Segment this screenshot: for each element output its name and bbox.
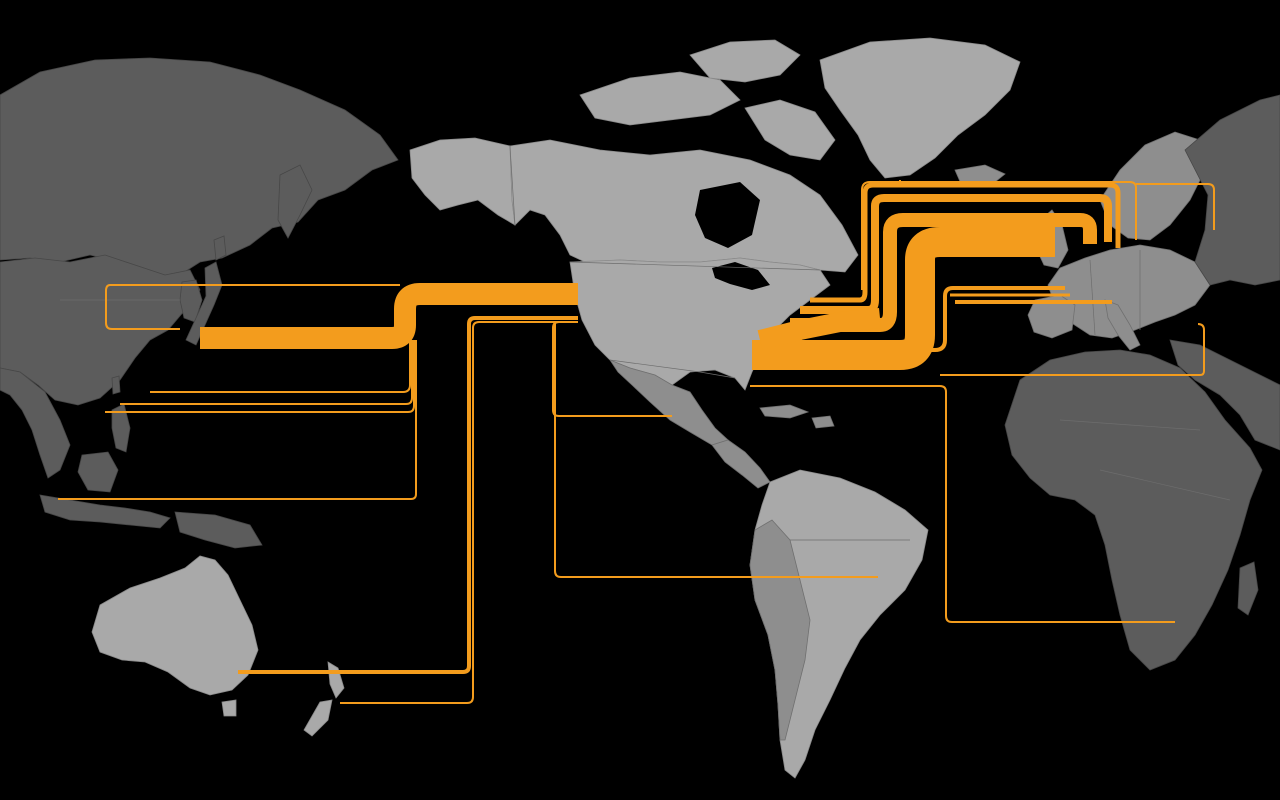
region-southeast-asia [0,367,71,479]
region-baffin [744,99,836,161]
flow-finland [1136,183,1215,230]
region-iberia [1027,294,1076,339]
region-china [0,254,201,406]
flow-norway [810,182,1121,303]
alaska-canada-border [509,145,516,226]
region-canada [509,139,859,273]
hudson-bay [695,182,760,248]
region-greenland [819,37,1021,179]
flow-new-zealand [340,321,578,704]
region-new-guinea [174,511,263,549]
flow-netherlands [800,194,1112,314]
flow-indonesia [58,340,417,500]
europe-border-1 [1089,259,1096,336]
region-madagascar [1237,561,1259,616]
region-kamchatka [277,164,313,239]
region-tasmania [221,699,237,717]
region-central-america [711,439,771,489]
flow-taiwan [120,340,413,405]
region-new-zealand-south [303,699,333,737]
us-canada-border [569,261,821,271]
region-arctic-islands-1 [579,71,741,126]
region-alaska [409,137,516,226]
region-hispaniola [811,415,835,429]
region-andes-west [749,519,811,741]
africa-border-2 [1099,469,1231,501]
region-hokkaido [213,235,227,261]
region-australia [91,555,259,696]
flows-layer [58,180,1215,704]
region-cuba [759,404,810,419]
great-lakes [712,262,770,290]
region-italy [1104,299,1141,351]
region-taiwan [111,375,121,395]
flow-mexico [552,321,672,417]
region-borneo [77,451,119,493]
flow-australia [238,316,578,674]
region-middle-east [1169,339,1280,451]
region-new-zealand-north [327,661,345,699]
flow-south-africa [750,385,1175,623]
flow-china [150,340,411,393]
flow-philippines [105,340,415,413]
flow-germany [790,213,1097,332]
flow-france [880,286,1065,352]
region-russia-east [1184,94,1280,286]
region-arctic-islands-2 [689,39,801,83]
land-layer [0,37,1280,779]
flow-sweden [861,181,1137,290]
flow-uk [752,227,1055,370]
flow-korea [105,284,400,330]
region-indonesia [39,494,171,529]
flow-brazil [554,322,878,578]
flow-east-coast-fill [757,308,881,350]
us-mexico-border [609,359,736,379]
flow-israel [940,323,1205,376]
borders-layer [60,145,1231,541]
africa-border-1 [1059,419,1201,431]
region-siberia-west [0,57,399,279]
flow-japan [200,283,578,349]
